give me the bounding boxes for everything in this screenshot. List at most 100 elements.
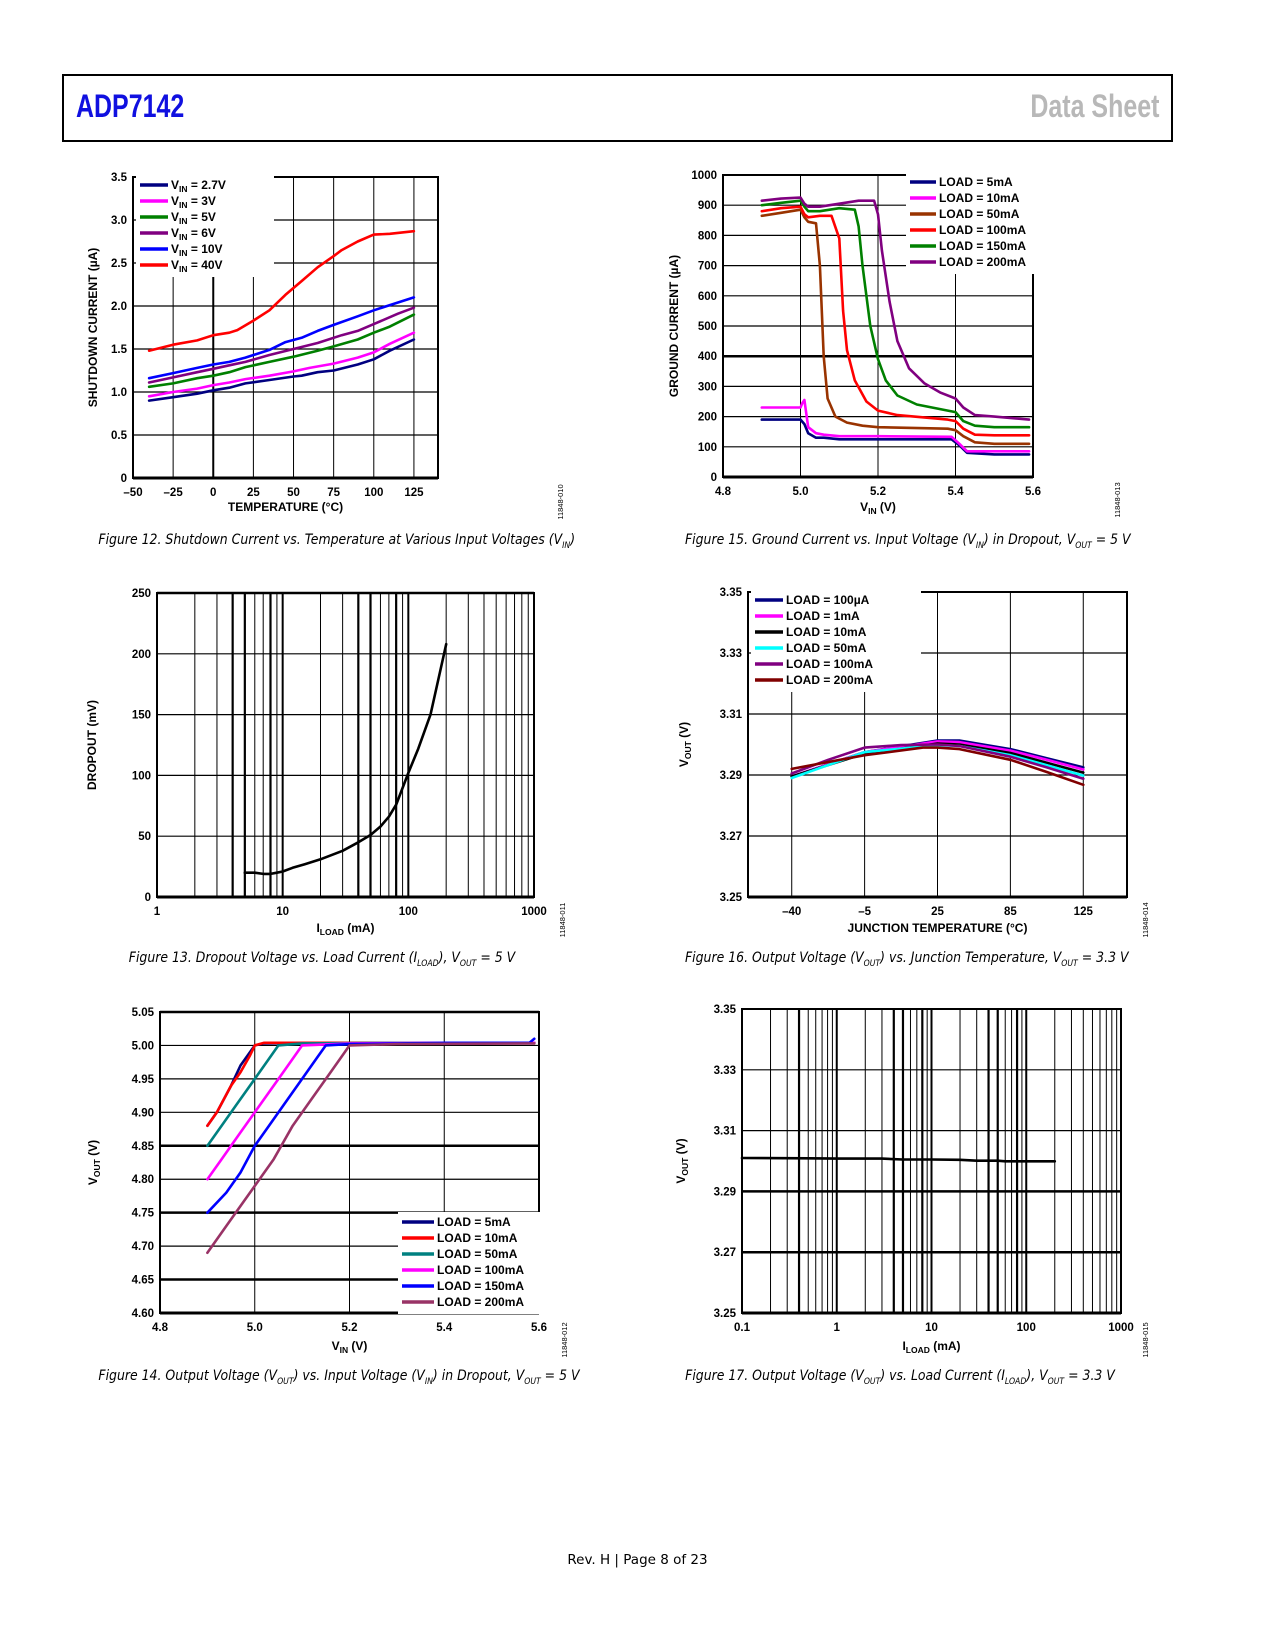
x-tick-label: 5.2 — [342, 1322, 358, 1334]
y-tick-label: 0 — [121, 473, 127, 485]
caption-sub: IN — [424, 1376, 433, 1387]
caption-fig15: Figure 15. Ground Current vs. Input Volt… — [685, 532, 1131, 551]
legend-label: LOAD = 10mA — [786, 625, 867, 639]
x-tick-label: 0.1 — [734, 1322, 751, 1334]
x-tick-label: 4.8 — [715, 486, 732, 498]
caption-sub: OUT — [459, 958, 477, 969]
caption-text: Figure 17. Output Voltage (V — [685, 1368, 864, 1384]
x-tick-label: 5.4 — [436, 1322, 453, 1334]
legend-label: LOAD = 5mA — [437, 1215, 511, 1229]
y-tick-label: 600 — [698, 291, 717, 303]
legend-label: LOAD = 50mA — [939, 207, 1020, 221]
caption-fig13: Figure 13. Dropout Voltage vs. Load Curr… — [98, 950, 545, 969]
x-axis-label: VIN (V) — [860, 500, 896, 516]
y-tick-label: 100 — [132, 770, 151, 782]
y-tick-label: 900 — [698, 200, 717, 212]
legend-label: LOAD = 50mA — [437, 1247, 518, 1261]
legend-label: LOAD = 200mA — [437, 1295, 524, 1309]
caption-text: ) vs. Junction Temperature, V — [880, 950, 1062, 966]
series-line — [740, 1156, 1057, 1163]
chart-fig14: 4.604.654.704.754.804.854.904.955.005.05… — [86, 1007, 578, 1358]
x-tick-label: 100 — [1017, 1322, 1036, 1334]
caption-sub: LOAD — [1004, 1376, 1027, 1387]
chart-fig17: 3.25 3.27 3.29 3.31 3.33 3.35 0.1 1 10 100 1000 ILO… — [674, 1004, 1150, 1358]
series-line — [147, 306, 416, 384]
caption-sub: OUT — [524, 1376, 541, 1387]
legend-label: VIN = 6V — [171, 226, 216, 242]
series-line — [147, 296, 416, 380]
y-tick-label: 3.25 — [720, 892, 743, 904]
legend-label: LOAD = 5mA — [939, 175, 1013, 189]
x-tick-label: 125 — [404, 487, 424, 499]
x-tick-label: 85 — [1004, 906, 1017, 918]
x-tick-label: 10 — [276, 906, 289, 918]
series-line — [760, 398, 1031, 453]
series-line — [790, 743, 1085, 781]
x-tick-label: 5.4 — [948, 486, 965, 498]
caption-sub: LOAD — [417, 958, 439, 969]
y-tick-label: 3.31 — [714, 1126, 737, 1138]
y-tick-label: 5.05 — [132, 1007, 155, 1019]
caption-sub: IN — [562, 540, 571, 551]
x-tick-label: –40 — [782, 906, 801, 918]
figure-id: 11848-013 — [1113, 482, 1122, 517]
series-line — [147, 331, 416, 398]
y-tick-label: 4.95 — [132, 1074, 155, 1086]
y-axis-label: SHUTDOWN CURRENT (µA) — [86, 248, 100, 408]
caption-fig12: Figure 12. Shutdown Current vs. Temperat… — [98, 532, 575, 551]
caption-text: = 5 V — [540, 1368, 580, 1384]
y-tick-label: 0 — [145, 892, 151, 904]
x-tick-label: 1000 — [1108, 1322, 1134, 1334]
figure-id: 11848-011 — [558, 903, 567, 938]
y-tick-label: 250 — [132, 588, 151, 600]
legend-label: LOAD = 200mA — [939, 255, 1026, 269]
caption-text: = 3.3 V — [1077, 950, 1129, 966]
caption-text: Figure 13. Dropout Voltage vs. Load Curr… — [128, 950, 418, 966]
y-tick-label: 1000 — [691, 170, 717, 182]
caption-fig14: Figure 14. Output Voltage (VOUT) vs. Inp… — [98, 1368, 579, 1387]
caption-text: ) vs. Input Voltage (V — [293, 1368, 425, 1384]
legend-label: LOAD = 150mA — [939, 239, 1026, 253]
caption-sub: OUT — [863, 1376, 881, 1387]
x-tick-label: 1000 — [521, 906, 547, 918]
caption-text: Figure 12. Shutdown Current vs. Temperat… — [98, 532, 563, 548]
series-line — [147, 338, 416, 402]
legend-label: LOAD = 200mA — [786, 673, 873, 687]
caption-sub: IN — [975, 540, 984, 551]
series-line — [147, 313, 416, 389]
x-tick-label: 5.0 — [247, 1322, 263, 1334]
y-tick-label: 4.80 — [132, 1174, 154, 1186]
y-tick-label: 4.90 — [132, 1107, 154, 1119]
caption-sub: OUT — [863, 958, 881, 969]
y-tick-label: 400 — [698, 351, 717, 363]
legend-label: LOAD = 100mA — [437, 1263, 524, 1277]
caption-sub: OUT — [1047, 1376, 1065, 1387]
x-tick-label: 25 — [931, 906, 944, 918]
caption-text: Figure 16. Output Voltage (V — [685, 950, 864, 966]
document-type-label: Data Sheet — [1029, 88, 1159, 124]
y-axis-label: VOUT (V) — [677, 722, 693, 767]
series-line — [760, 199, 1031, 429]
plot-area — [157, 593, 534, 897]
caption-text: ) in Dropout, V — [432, 1368, 525, 1384]
caption-sub: OUT — [277, 1376, 294, 1387]
y-tick-label: 500 — [698, 321, 717, 333]
caption-fig16: Figure 16. Output Voltage (VOUT) vs. Jun… — [685, 950, 1129, 969]
y-tick-label: 200 — [132, 649, 151, 661]
x-tick-label: 5.6 — [531, 1322, 547, 1334]
series-line — [790, 742, 1085, 778]
caption-text: ) — [570, 532, 576, 548]
legend-box — [751, 590, 921, 692]
x-tick-label: –5 — [858, 906, 871, 918]
y-tick-label: 3.29 — [720, 770, 742, 782]
caption-text: ) in Dropout, V — [983, 532, 1076, 548]
y-tick-label: 4.70 — [132, 1241, 154, 1253]
figure-id: 11848-012 — [560, 1322, 569, 1357]
caption-text: ), V — [438, 950, 460, 966]
y-tick-label: 100 — [698, 442, 717, 454]
x-tick-label: 25 — [247, 487, 260, 499]
y-tick-label: 3.27 — [714, 1247, 736, 1259]
caption-fig17: Figure 17. Output Voltage (VOUT) vs. Loa… — [685, 1368, 1115, 1387]
y-tick-label: 1.0 — [111, 387, 127, 399]
